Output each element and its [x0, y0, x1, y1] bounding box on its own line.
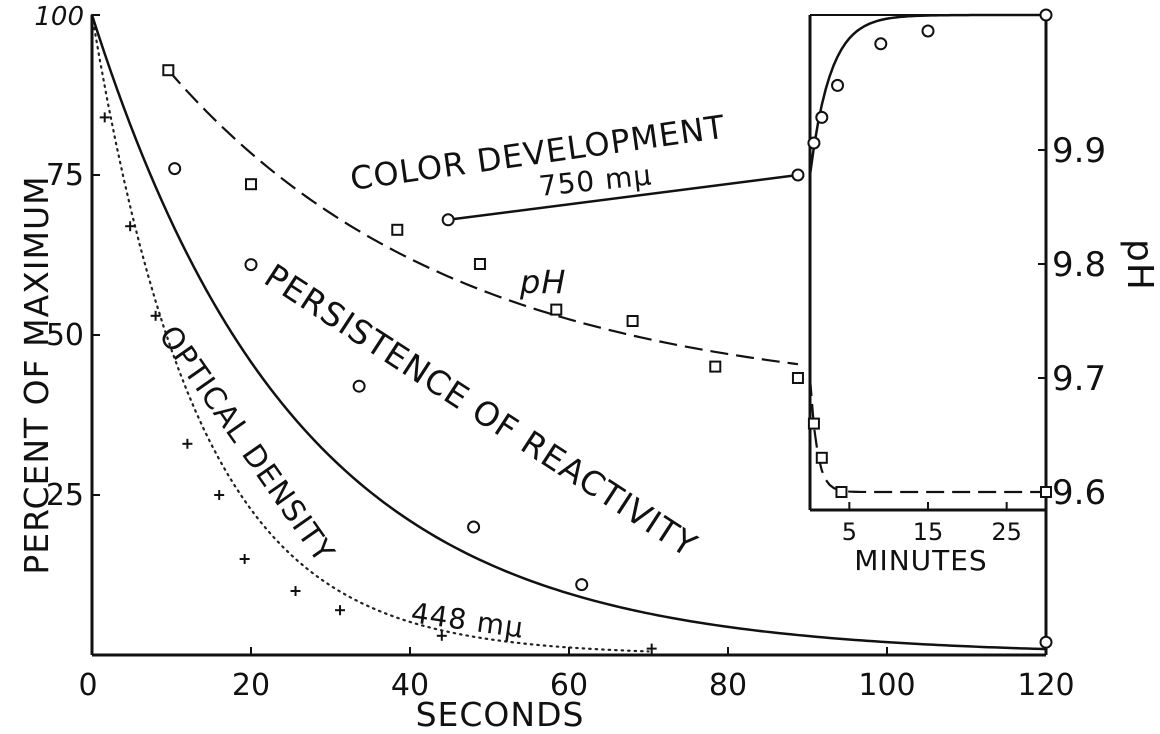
right-tick-label: 9.7 [1052, 359, 1106, 399]
label-persistence: PERSISTENCE OF REACTIVITY [258, 256, 705, 565]
marker-ph [473, 258, 486, 270]
x-tick-label: 120 [1017, 668, 1074, 703]
x-tick-label: 20 [232, 668, 270, 703]
marker-ph [245, 178, 257, 191]
marker-color-development [441, 213, 455, 227]
x-tick-label: 100 [858, 668, 915, 703]
y-axis-title: PERCENT OF MAXIMUM [17, 175, 56, 574]
marker-ph [709, 360, 722, 373]
right-tick-label: 9.6 [1052, 473, 1106, 513]
tick-marks: 0 20 40 60 80 100 120 25 50 75 100 9.6 9.7 9.8 9.9 5 15 2… [34, 2, 1106, 703]
x-axis-title: SECONDS [416, 695, 585, 734]
marker-color-development-inset [831, 78, 845, 92]
inset-tick-label: 25 [991, 518, 1022, 546]
curve-ph [167, 69, 799, 366]
curve-optical-density [90, 13, 650, 653]
y-tick-label: 50 [46, 318, 84, 353]
marker-ph [626, 315, 639, 327]
y-tick-label: 75 [46, 158, 84, 193]
x-tick-label: 60 [550, 668, 588, 703]
label-ph-curve: pH [519, 263, 566, 301]
marker-color-development-inset [815, 110, 829, 124]
markers [99, 8, 1053, 654]
marker-color-development [791, 168, 805, 182]
marker-color-development-inset [1039, 8, 1053, 22]
right-axis-title: pH [1119, 239, 1160, 291]
marker-persistence [1039, 635, 1053, 649]
marker-persistence [352, 379, 366, 393]
curve-color-development [448, 173, 799, 222]
marker-ph-inset [1040, 486, 1052, 498]
inset-tick-label: 5 [842, 518, 857, 546]
x-tick-label: 80 [709, 668, 747, 703]
marker-ph [391, 223, 404, 236]
inset-x-axis-title: MINUTES [854, 544, 987, 577]
right-tick-label: 9.8 [1052, 245, 1106, 285]
marker-persistence [467, 520, 481, 534]
marker-ph-inset [835, 486, 848, 498]
curve-color-development-inset [808, 13, 1047, 176]
x-tick-label: 40 [391, 668, 429, 703]
marker-color-development-inset [874, 37, 888, 51]
y-tick-label: 100 [34, 2, 84, 32]
marker-persistence [244, 258, 258, 272]
marker-persistence [168, 162, 182, 176]
marker-persistence [575, 578, 589, 592]
marker-ph [550, 303, 563, 316]
label-optical-density-2: 448 mμ [409, 596, 526, 644]
marker-ph [162, 64, 175, 77]
x-tick-label: 0 [78, 668, 97, 703]
marker-ph-inset [815, 451, 828, 464]
inset-tick-label: 15 [913, 518, 944, 546]
curves [90, 13, 1047, 653]
right-tick-label: 9.9 [1052, 131, 1106, 171]
curve-ph-inset [808, 377, 1046, 494]
label-color-development-1: COLOR DEVELOPMENT [348, 108, 728, 198]
y-tick-label: 25 [46, 478, 84, 513]
curve-persistence [90, 14, 1047, 651]
marker-ph-inset [807, 417, 820, 430]
marker-color-development-inset [921, 24, 935, 38]
marker-color-development-inset [807, 136, 821, 150]
marker-ph [791, 372, 804, 384]
